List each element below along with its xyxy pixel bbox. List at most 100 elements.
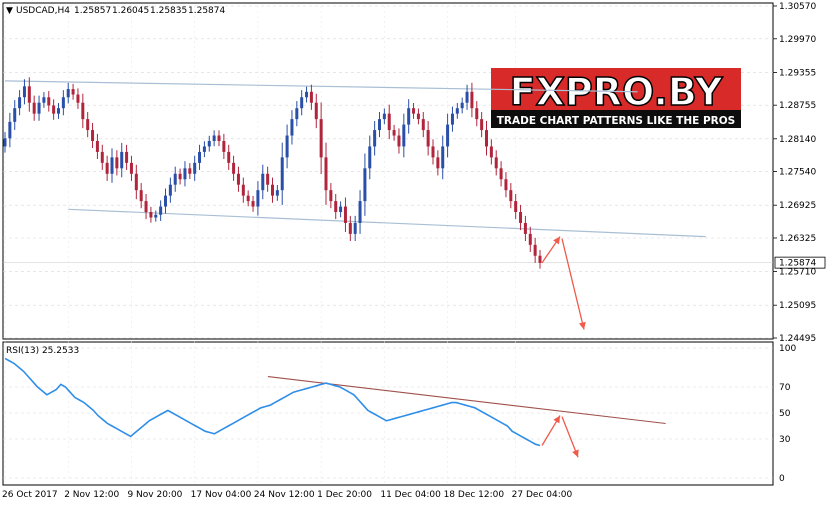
symbol-label: USDCAD,H4 — [16, 6, 70, 16]
arrow-head — [578, 321, 586, 330]
rsi-tick-label: 50 — [779, 409, 791, 419]
candle — [95, 133, 99, 160]
candle — [460, 97, 464, 114]
price-tick-label: 1.28140 — [779, 135, 816, 145]
candle — [407, 99, 411, 134]
time-tick-label: 17 Nov 04:00 — [191, 490, 252, 500]
current-price-label: 1.25874 — [779, 259, 816, 269]
candle — [504, 172, 508, 198]
candle — [402, 113, 406, 158]
candle — [236, 166, 240, 192]
candle — [455, 103, 459, 119]
candle — [465, 84, 469, 110]
time-axis: 26 Oct 2017 2 Nov 12:00 9 Nov 20:00 17 Nov … — [2, 490, 572, 500]
candle — [421, 112, 425, 138]
candles — [3, 77, 542, 269]
dropdown-triangle-icon[interactable]: ▼ — [6, 6, 13, 16]
candle — [275, 184, 279, 201]
candle — [134, 164, 138, 200]
candle — [538, 249, 542, 269]
candle — [37, 95, 41, 121]
candle — [309, 84, 313, 110]
trend-line — [4, 80, 638, 93]
candle — [426, 121, 430, 156]
candle — [319, 102, 323, 175]
candle — [387, 104, 391, 140]
rsi-trend-lines — [267, 376, 666, 425]
time-tick-label: 1 Dec 20:00 — [317, 490, 372, 500]
candle — [115, 150, 119, 176]
candle — [217, 130, 221, 147]
candle — [47, 91, 51, 112]
candle — [227, 144, 231, 170]
candle — [202, 141, 206, 158]
candle — [523, 215, 527, 241]
candle — [198, 144, 202, 170]
candle — [139, 183, 143, 209]
candle — [290, 110, 294, 145]
candle — [232, 155, 236, 181]
main-pane — [2, 2, 774, 340]
candle — [382, 108, 386, 125]
arrow-head — [553, 236, 560, 245]
rsi-tick-label: 0 — [779, 474, 785, 484]
rsi-tick-label: 100 — [779, 344, 796, 354]
rsi-grid — [3, 347, 773, 479]
candle — [129, 155, 133, 181]
time-tick-label: 11 Dec 04:00 — [380, 490, 441, 500]
price-tick-label: 1.24495 — [779, 334, 816, 344]
candle — [514, 193, 518, 220]
candle — [485, 121, 488, 156]
candle — [343, 197, 347, 232]
candle — [499, 161, 503, 187]
candle — [334, 193, 338, 220]
candle — [105, 155, 109, 181]
candle — [261, 164, 265, 200]
rsi-trend-line — [267, 376, 666, 425]
candle — [397, 128, 401, 154]
candle — [193, 155, 197, 181]
candle — [436, 150, 440, 176]
candle — [392, 124, 396, 141]
open-value: 1.25857 — [74, 6, 111, 16]
price-tick-label: 1.25095 — [779, 301, 816, 311]
candle — [207, 135, 211, 152]
time-tick-label: 18 Dec 12:00 — [444, 490, 505, 500]
candle — [271, 177, 274, 203]
current-price-marker: 1.25874 — [774, 256, 826, 269]
main-price-axis: 1.30570 1.29970 1.29355 1.28755 1.28140 1.275… — [773, 2, 816, 344]
candle — [348, 215, 352, 241]
candle — [314, 93, 318, 129]
candle — [339, 201, 343, 218]
candle — [475, 101, 479, 127]
candle — [280, 142, 284, 205]
logo-tagline: TRADE CHART PATTERNS LIKE THE PROS — [497, 115, 735, 127]
candle — [183, 161, 187, 187]
candle — [373, 121, 377, 156]
candle — [324, 142, 328, 205]
rsi-tick-label: 70 — [779, 383, 791, 393]
candle — [61, 90, 65, 116]
candle — [251, 195, 255, 212]
candle — [173, 166, 177, 192]
candle — [329, 183, 333, 209]
candle — [480, 112, 484, 138]
time-tick-label: 2 Nov 12:00 — [64, 490, 119, 500]
candle — [81, 93, 85, 129]
price-tick-label: 1.26325 — [779, 234, 816, 244]
candle — [358, 190, 362, 234]
rsi-series-line — [4, 357, 541, 447]
candle — [441, 135, 445, 180]
candle — [222, 133, 226, 160]
candle — [13, 100, 17, 130]
candle — [91, 122, 95, 149]
candle — [300, 90, 304, 116]
candle — [86, 112, 90, 138]
main-forecast-arrows — [541, 236, 586, 330]
forecast-arrow — [561, 416, 579, 458]
candle — [66, 82, 70, 104]
candle — [533, 237, 537, 263]
candle — [266, 166, 270, 192]
rsi-value-axis: 100 70 50 30 0 — [779, 344, 796, 484]
time-tick-label: 9 Nov 20:00 — [127, 490, 182, 500]
